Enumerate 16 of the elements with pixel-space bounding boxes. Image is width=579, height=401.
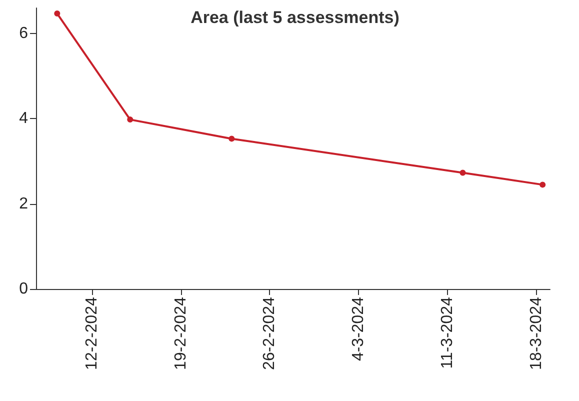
y-tick-label: 2 bbox=[19, 195, 28, 212]
point bbox=[228, 136, 235, 142]
x-tick-label: 26-2-2024 bbox=[261, 296, 278, 370]
y-tick-label: 6 bbox=[19, 25, 28, 42]
x-tick-label: 12-2-2024 bbox=[84, 296, 101, 370]
point bbox=[127, 116, 134, 123]
y-tick-label: 4 bbox=[19, 110, 28, 128]
y-tick-label: 0 bbox=[19, 280, 28, 298]
x-tick-label: 18-3-2024 bbox=[528, 296, 545, 370]
point bbox=[460, 170, 466, 176]
x-tick-label: 11-3-2024 bbox=[438, 296, 456, 369]
point bbox=[540, 182, 546, 188]
x-tick-label: 4-3-2024 bbox=[350, 296, 368, 362]
point bbox=[54, 10, 60, 17]
chart-title: Area (last 5 assessments) bbox=[190, 8, 400, 27]
x-tick-label: 19-2-2024 bbox=[172, 296, 190, 370]
